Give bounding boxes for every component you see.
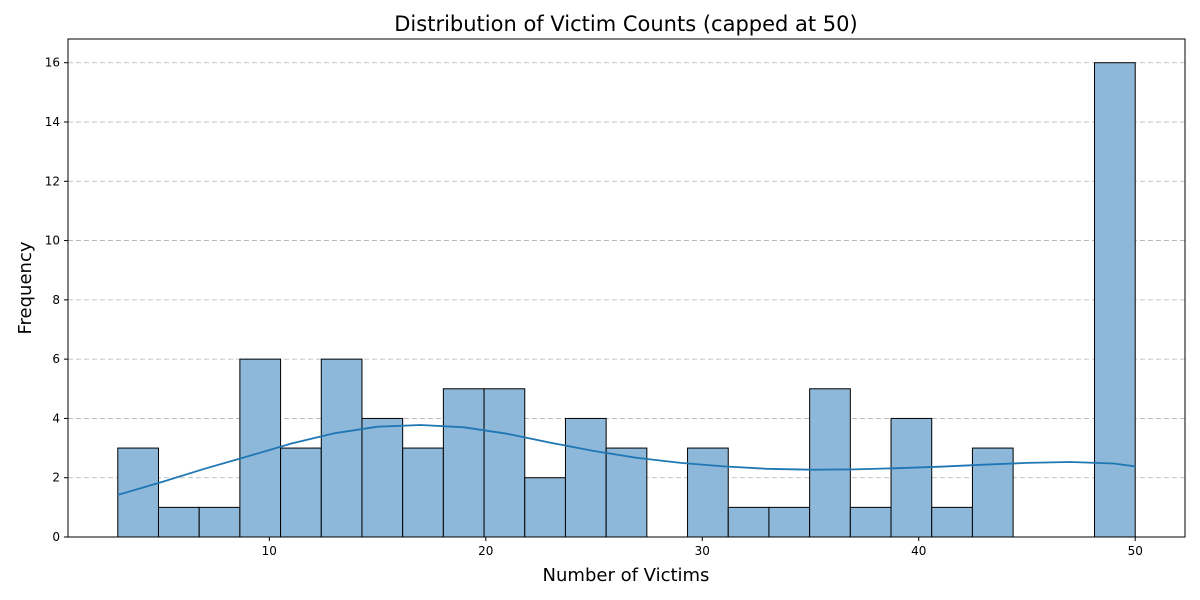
y-tick-label: 2 bbox=[52, 471, 60, 485]
histogram-bar bbox=[849, 506, 892, 538]
plot-frame bbox=[67, 38, 1186, 538]
chart-title: Distribution of Victim Counts (capped at… bbox=[394, 12, 857, 36]
histogram-bar bbox=[157, 506, 200, 538]
grid-lines bbox=[68, 62, 1185, 479]
histogram-bar bbox=[768, 506, 811, 538]
x-axis-label: Number of Victims bbox=[543, 565, 710, 586]
y-axis-label: Frequency bbox=[15, 241, 36, 334]
histogram-bar bbox=[931, 506, 973, 538]
histogram-bars bbox=[117, 62, 1136, 538]
histogram-bar bbox=[809, 388, 851, 538]
y-tick-label: 16 bbox=[45, 56, 60, 70]
x-tick-label: 30 bbox=[695, 544, 710, 558]
y-tick-label: 6 bbox=[52, 352, 60, 366]
histogram-bar bbox=[1094, 62, 1136, 538]
histogram-bar bbox=[442, 388, 485, 538]
histogram-bar bbox=[605, 447, 648, 538]
y-tick-label: 10 bbox=[45, 234, 60, 248]
x-tick-label: 40 bbox=[911, 544, 926, 558]
y-tick-label: 4 bbox=[52, 411, 60, 425]
kde-curve bbox=[117, 424, 1136, 496]
y-tick-label: 8 bbox=[52, 293, 60, 307]
x-tick-label: 50 bbox=[1128, 544, 1143, 558]
histogram-bar bbox=[890, 417, 933, 538]
histogram-bar bbox=[483, 388, 526, 538]
histogram-bar bbox=[971, 447, 1014, 538]
y-tick-label: 12 bbox=[45, 174, 60, 188]
y-tick-label: 14 bbox=[45, 115, 60, 129]
x-axis-ticks: 10 20 30 40 50 bbox=[262, 537, 1143, 558]
histogram-bar bbox=[280, 447, 322, 538]
histogram-bar bbox=[727, 506, 770, 538]
histogram-bar bbox=[524, 477, 566, 538]
histogram-bar bbox=[198, 506, 241, 538]
histogram-bar bbox=[687, 447, 729, 538]
histogram-bar bbox=[402, 447, 444, 538]
histogram-bar bbox=[361, 417, 404, 538]
kde-curve-layer bbox=[117, 424, 1136, 496]
histogram-bar bbox=[320, 358, 363, 538]
histogram-bar bbox=[564, 417, 607, 538]
y-tick-label: 0 bbox=[52, 530, 60, 544]
x-tick-label: 10 bbox=[262, 544, 277, 558]
y-axis-ticks: 0 2 4 6 8 10 12 14 16 bbox=[45, 56, 68, 544]
x-tick-label: 20 bbox=[478, 544, 493, 558]
